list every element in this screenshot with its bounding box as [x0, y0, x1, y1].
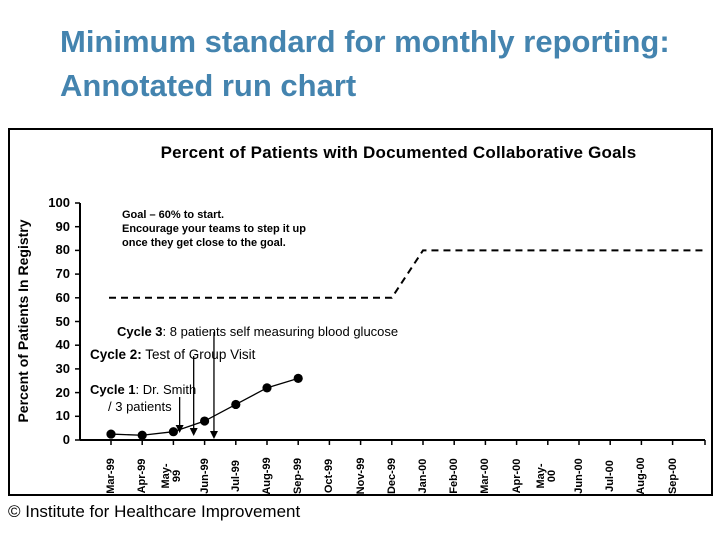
y-tick-label: 80 [55, 242, 70, 258]
x-tick-label: Jul-00 [604, 460, 617, 492]
run-chart: Percent of Patients with Documented Coll… [8, 128, 713, 496]
goal-annotation-line3: once they get close to the goal. [122, 237, 286, 249]
x-tick-label: Dec-99 [385, 457, 398, 495]
slide-title-line2: Annotated run chart [60, 68, 357, 103]
data-point [231, 399, 241, 410]
goal-annotation-line2: Encourage your teams to step it up [122, 223, 306, 235]
x-tick-label: Mar-00 [479, 458, 492, 494]
x-tick-label: Aug-00 [635, 457, 648, 495]
x-tick-label: Nov-99 [354, 457, 367, 495]
cycle2-label: Cycle 2: [90, 347, 142, 362]
y-tick-label: 60 [55, 289, 70, 305]
x-tick-label: Sep-00 [666, 457, 679, 495]
cycle3-text: : 8 patients self measuring blood glucos… [162, 324, 399, 339]
cycle1-text: : Dr. Smith [135, 382, 197, 397]
cycle2-arrowhead [189, 428, 198, 436]
data-point [293, 373, 303, 383]
cycle1-arrowhead [175, 425, 184, 433]
x-tick-label: Jul-99 [229, 460, 242, 492]
y-tick-label: 10 [55, 408, 70, 424]
data-point [168, 427, 178, 437]
cycle1-annotation-line2: / 3 patients [108, 399, 172, 414]
slide-title-line1: Minimum standard for monthly reporting: [60, 24, 670, 59]
data-point [200, 416, 210, 426]
cycle2-text: Test of Group Visit [141, 347, 256, 362]
x-tick-label: May- 00 [534, 463, 558, 489]
copyright-footer: © Institute for Healthcare Improvement [8, 502, 301, 521]
data-point [106, 429, 116, 439]
y-tick-label: 90 [55, 218, 70, 234]
y-tick-label: 0 [62, 432, 70, 447]
data-point [137, 430, 147, 440]
goal-annotation: Goal – 60% to start. Encourage your team… [122, 208, 306, 250]
y-tick-label: 100 [48, 195, 70, 210]
x-tick-label: Oct-99 [323, 458, 336, 494]
y-tick-label: 50 [55, 313, 70, 329]
data-point [262, 383, 272, 393]
y-tick-label: 40 [55, 337, 70, 353]
cycle2-annotation: Cycle 2: Test of Group Visit [90, 347, 255, 362]
cycle3-arrowhead [209, 431, 218, 439]
y-tick-label: 70 [55, 266, 70, 282]
x-tick-label: Feb-00 [448, 458, 461, 494]
cycle3-annotation: Cycle 3: 8 patients self measuring blood… [117, 324, 398, 339]
y-tick-label: 30 [55, 360, 70, 376]
x-tick-label: Jun-00 [573, 458, 585, 494]
x-tick-label: May- 99 [160, 463, 184, 489]
x-tick-label: Sep-99 [292, 457, 305, 495]
cycle3-label: Cycle 3 [117, 324, 163, 339]
x-tick-label: Apr-99 [136, 458, 149, 494]
chart-title: Percent of Patients with Documented Coll… [160, 143, 637, 162]
cycle1-annotation: Cycle 1: Dr. Smith [90, 382, 196, 397]
cycle1-label: Cycle 1 [90, 382, 136, 397]
slide-title: Minimum standard for monthly reporting: … [60, 20, 700, 108]
x-tick-label: Mar-99 [105, 458, 117, 494]
goal-annotation-line1: Goal – 60% to start. [122, 209, 225, 221]
y-tick-label: 20 [55, 384, 70, 400]
goal-line [109, 249, 705, 299]
x-tick-label: Apr-00 [510, 458, 523, 494]
x-tick-label: Jun-99 [198, 458, 211, 494]
x-tick-label: Aug-99 [261, 457, 273, 495]
x-tick-label: Jan-00 [417, 458, 429, 494]
plot-area [75, 202, 706, 445]
